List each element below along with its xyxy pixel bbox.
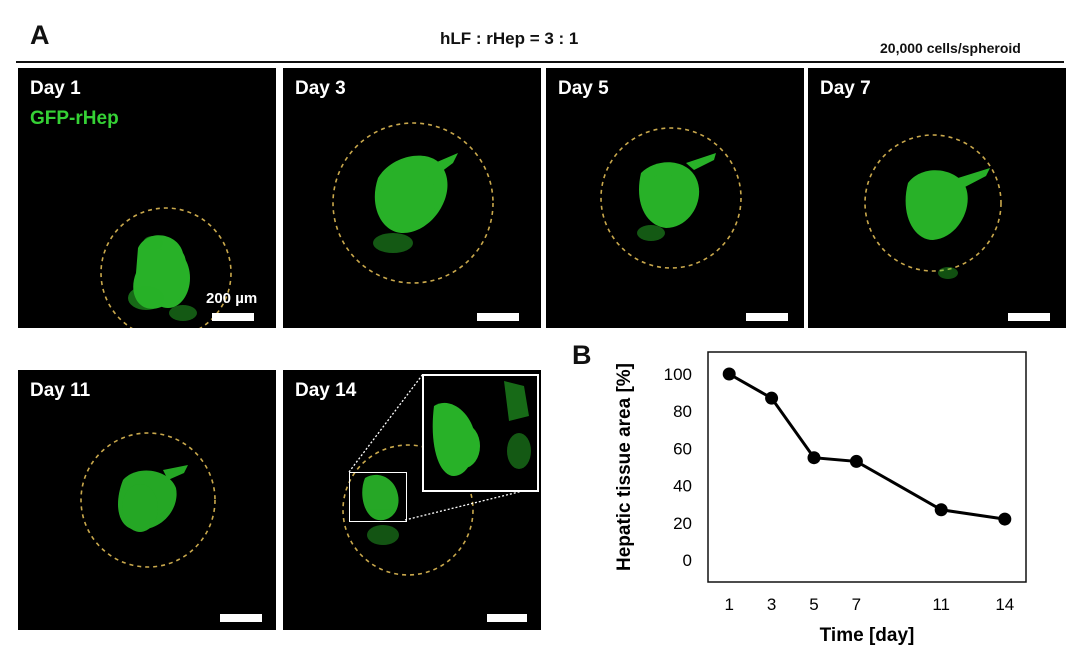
y-tick-label: 0	[683, 551, 692, 570]
day-label: Day 5	[558, 78, 609, 99]
scale-bar	[487, 614, 527, 622]
y-tick-label: 60	[673, 439, 692, 458]
header-rule	[16, 61, 1064, 63]
panel-b-letter: B	[572, 340, 592, 370]
day-label: Day 14	[295, 380, 357, 401]
panel-a-letter: A	[30, 20, 50, 50]
x-tick-label: 5	[809, 595, 818, 614]
data-point	[807, 451, 821, 465]
x-axis-label: Time [day]	[820, 625, 915, 646]
data-point	[765, 391, 779, 405]
micrograph-day-5: Day 5	[546, 68, 804, 328]
micrograph-day-3: Day 3	[283, 68, 541, 328]
spheroid-image	[332, 122, 494, 284]
x-tick-label: 3	[767, 595, 776, 614]
scale-bar	[1008, 313, 1050, 321]
scale-bar-label: 200 µm	[206, 290, 258, 307]
y-tick-label: 80	[673, 402, 692, 421]
data-point	[998, 512, 1012, 526]
scale-bar	[477, 313, 519, 321]
data-point	[934, 503, 948, 517]
y-tick-label: 100	[664, 365, 692, 384]
y-tick-label: 40	[673, 477, 692, 496]
stain-label: GFP-rHep	[30, 108, 119, 129]
spheroid-image	[342, 373, 536, 576]
day-label: Day 1	[30, 78, 81, 99]
day-label: Day 11	[30, 380, 91, 401]
y-tick-labels: 0 20 40 60 80 100	[664, 365, 692, 570]
micrograph-day-7: Day 7	[808, 68, 1066, 328]
x-tick-label: 11	[932, 595, 950, 614]
zoom-selection-box	[349, 472, 407, 522]
plot-area	[707, 351, 1027, 583]
day-label: Day 3	[295, 78, 346, 99]
spheroid-image	[80, 432, 216, 568]
zoom-inset-image	[432, 381, 531, 476]
figure-title: hLF : rHep = 3 : 1	[440, 29, 579, 48]
y-tick-label: 20	[673, 514, 692, 533]
day-label: Day 7	[820, 78, 871, 99]
figure-subtitle: 20,000 cells/spheroid	[880, 40, 1021, 56]
zoom-inset	[422, 374, 539, 492]
micrograph-day-1: Day 1 GFP-rHep 200 µm	[18, 68, 276, 328]
series-line	[722, 367, 1012, 526]
scale-bar	[212, 313, 254, 321]
micrograph-day-11: Day 11	[18, 370, 276, 630]
x-tick-labels: 1 3 5 7 11 14	[724, 595, 1014, 614]
y-axis-label: Hepatic tissue area [%]	[614, 363, 635, 571]
data-point	[722, 367, 736, 381]
x-tick-label: 14	[995, 595, 1014, 614]
micrograph-day-14: Day 14	[283, 370, 541, 630]
spheroid-image	[100, 207, 232, 328]
spheroid-image	[600, 127, 742, 269]
x-tick-label: 1	[724, 595, 733, 614]
spheroid-image	[864, 134, 1002, 279]
x-tick-label: 7	[852, 595, 861, 614]
series-path	[728, 372, 1006, 521]
scale-bar	[746, 313, 788, 321]
data-point	[849, 454, 863, 468]
scale-bar	[220, 614, 262, 622]
line-chart: 0 20 40 60 80 100 1 3 5 7 11 14 Hepatic tissue are…	[614, 351, 1027, 646]
